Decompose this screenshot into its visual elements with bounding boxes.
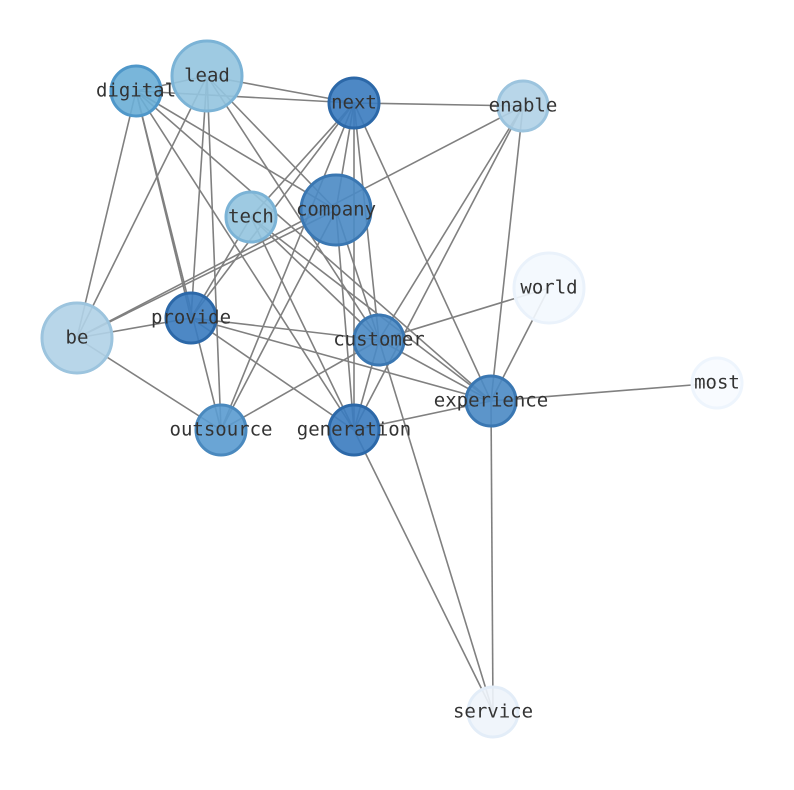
- edge: [220, 209, 337, 431]
- node: [352, 313, 406, 367]
- node: [299, 173, 373, 247]
- edge: [250, 216, 355, 431]
- edge: [353, 102, 524, 107]
- edge: [378, 339, 494, 713]
- node-label: digital: [96, 80, 176, 102]
- node: [690, 356, 744, 410]
- edge: [135, 90, 222, 431]
- node-label: be: [66, 327, 89, 349]
- edges: [76, 75, 718, 713]
- node-label: world: [520, 277, 577, 299]
- edge: [135, 90, 492, 402]
- node: [464, 374, 518, 428]
- edge: [76, 90, 137, 339]
- node: [466, 685, 520, 739]
- edge: [353, 429, 494, 713]
- node: [170, 39, 244, 113]
- node: [512, 251, 586, 325]
- node-label: provide: [151, 307, 231, 329]
- edge: [206, 75, 222, 431]
- node: [327, 76, 381, 130]
- edge: [135, 90, 337, 211]
- edge: [490, 382, 718, 402]
- edge: [490, 400, 494, 713]
- node: [194, 403, 248, 457]
- edge: [250, 216, 380, 341]
- edge: [490, 105, 524, 402]
- node-label: lead: [184, 65, 230, 87]
- node: [496, 79, 550, 133]
- edge: [206, 75, 380, 341]
- nodes: [40, 39, 744, 739]
- node-label: most: [694, 372, 740, 394]
- node-label: generation: [297, 419, 411, 441]
- node-label: service: [453, 701, 533, 723]
- edge: [76, 209, 337, 339]
- edge: [220, 339, 380, 431]
- edge: [335, 209, 355, 431]
- node-label: outsource: [170, 419, 273, 441]
- edge: [378, 105, 524, 341]
- node: [224, 190, 278, 244]
- edge: [250, 216, 492, 402]
- labels: digital lead next enable tech company world be p…: [66, 65, 740, 723]
- edge: [76, 105, 524, 339]
- edge: [353, 102, 492, 402]
- node: [164, 291, 218, 345]
- edge: [76, 75, 208, 339]
- node-label: enable: [489, 95, 558, 117]
- edge: [190, 317, 492, 402]
- edge: [353, 105, 524, 431]
- node-label: tech: [228, 206, 274, 228]
- edge: [190, 317, 380, 341]
- node: [40, 301, 114, 375]
- node: [327, 403, 381, 457]
- node-label: experience: [434, 390, 548, 412]
- node-label: company: [296, 199, 376, 221]
- node-label: customer: [333, 329, 425, 351]
- edge: [135, 90, 355, 104]
- edge: [190, 317, 355, 431]
- node-label: next: [331, 92, 377, 114]
- node: [109, 64, 163, 118]
- edge: [220, 102, 355, 431]
